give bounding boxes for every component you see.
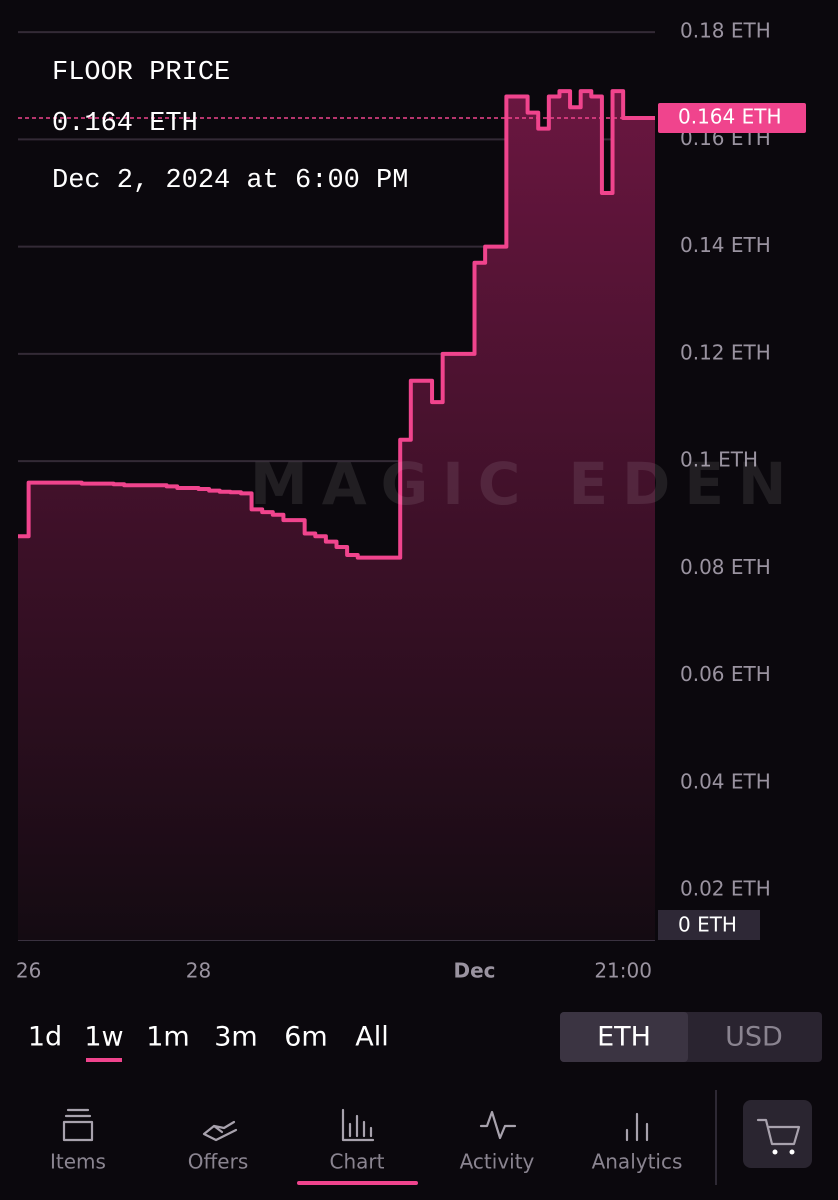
chart: 0.02 ETH 0.04 ETH 0.06 ETH 0.08 ETH 0.1 ETH 0… <box>16 19 806 983</box>
tab-underline <box>86 1058 122 1062</box>
x-tick-label: Dec <box>454 959 496 983</box>
timeframe-tab[interactable]: 1w <box>84 1022 123 1053</box>
timeframe-tab[interactable]: 6m <box>284 1022 327 1053</box>
watermark: MAGIC EDEN <box>250 450 800 518</box>
timeframe-tab[interactable]: All <box>355 1022 388 1053</box>
y-tick-label: 0.1 ETH <box>680 448 758 472</box>
chart-subtitle: Dec 2, 2024 at 6:00 PM <box>52 166 408 196</box>
y-tick-label: 0.04 ETH <box>680 769 771 793</box>
y-tick-label: 0.18 ETH <box>680 19 771 43</box>
timeframe-tab[interactable]: 1m <box>146 1022 189 1053</box>
x-tick-label: 21:00 <box>594 959 652 983</box>
cart-button[interactable] <box>743 1100 812 1168</box>
volume-label: 0 ETH <box>678 913 737 937</box>
current-price-box <box>658 102 806 133</box>
nav-icon <box>625 1112 649 1142</box>
nav-item[interactable]: Chart <box>330 1150 385 1174</box>
nav-item[interactable]: Items <box>50 1150 106 1174</box>
currency-option[interactable]: USD <box>725 1022 783 1053</box>
y-tick-label: 0.14 ETH <box>680 233 771 257</box>
nav-item[interactable]: Activity <box>460 1150 535 1174</box>
x-tick-label: 28 <box>186 959 211 983</box>
y-tick-label: 0.06 ETH <box>680 662 771 686</box>
nav-icon <box>479 1110 517 1140</box>
area <box>18 91 655 941</box>
nav-item[interactable]: Offers <box>188 1150 248 1174</box>
y-tick-label: 0.08 ETH <box>680 555 771 579</box>
x-tick-label: 26 <box>16 959 41 983</box>
nav-icon <box>202 1120 238 1142</box>
current-price-label: 0.164 ETH <box>678 104 782 128</box>
volume-label-box <box>658 910 760 940</box>
y-tick-label: 0.12 ETH <box>680 340 771 364</box>
y-tick-label: 0.02 ETH <box>680 877 771 901</box>
bottom-nav: Items Offers Chart Activity Analytics <box>50 1108 683 1185</box>
currency-option[interactable]: ETH <box>597 1022 651 1053</box>
timeframe-tabs: 1d 1w 1m 3m 6m All <box>28 1022 389 1062</box>
nav-underline <box>297 1181 418 1185</box>
nav-item[interactable]: Analytics <box>592 1150 683 1174</box>
nav-icon <box>62 1108 94 1142</box>
timeframe-tab[interactable]: 1d <box>28 1022 62 1053</box>
current-price: 0.164 ETH <box>52 109 198 139</box>
nav-icon <box>341 1108 375 1142</box>
price-line <box>18 89 655 560</box>
currency-options: ETH USD <box>597 1022 783 1053</box>
timeframe-tab[interactable]: 3m <box>214 1022 257 1053</box>
currency-active <box>560 1012 688 1062</box>
chart-title: FLOOR PRICE <box>52 58 230 88</box>
